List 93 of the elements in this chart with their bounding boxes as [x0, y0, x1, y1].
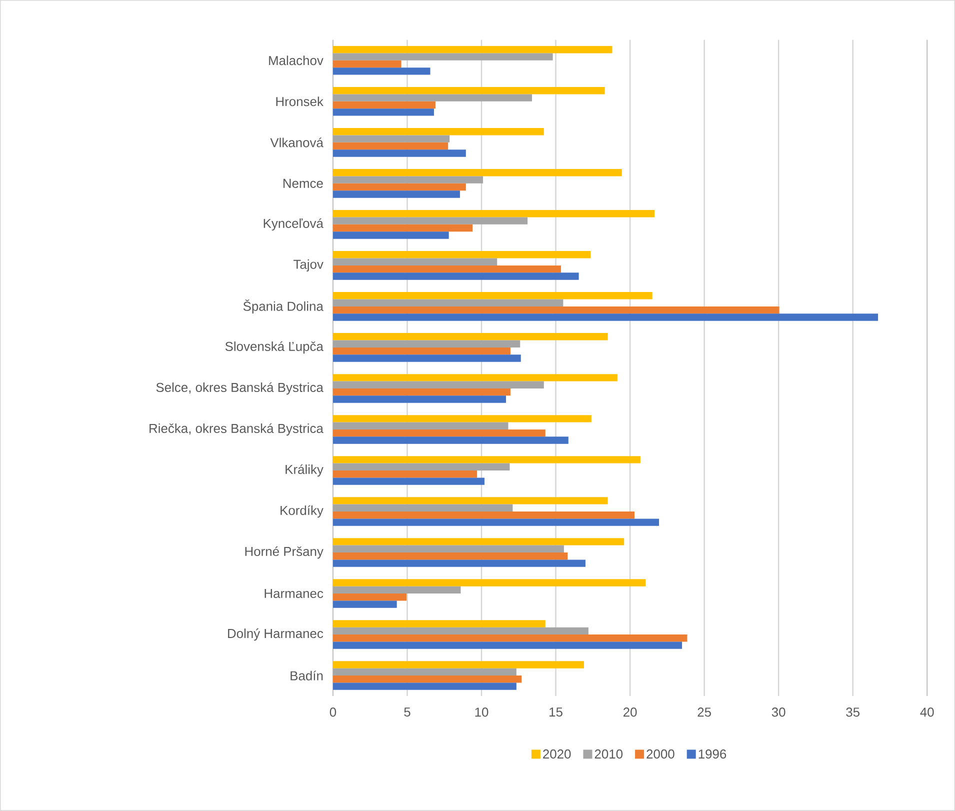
bar — [332, 340, 520, 348]
bar — [332, 600, 397, 608]
bar — [332, 258, 498, 266]
bar — [332, 429, 546, 437]
bar — [332, 463, 510, 471]
y-tick-label: Tajov — [294, 259, 324, 272]
x-tick-label: 10 — [475, 708, 488, 717]
bar — [332, 470, 478, 478]
bar — [332, 388, 510, 396]
y-tick-label: Špania Dolina — [243, 299, 324, 314]
legend-label: 2020 — [543, 749, 571, 759]
y-tick-label: Horné Pršany — [245, 546, 324, 559]
bar — [332, 354, 521, 362]
bar — [332, 190, 460, 198]
bar — [332, 142, 448, 150]
bar — [332, 634, 688, 642]
legend-label: 1996 — [698, 749, 726, 759]
bar — [332, 299, 564, 306]
bar — [332, 135, 450, 142]
bar — [332, 579, 646, 586]
bar — [332, 396, 506, 403]
y-tick-label: Nemce — [283, 178, 323, 188]
bar — [332, 594, 406, 601]
bar — [332, 538, 624, 546]
y-tick-label: Kordíky — [280, 505, 324, 518]
bar — [332, 620, 546, 628]
bar — [332, 60, 402, 68]
bar — [332, 627, 588, 635]
bar — [332, 68, 430, 75]
bar — [332, 183, 466, 191]
y-tick-label: Selce, okres Banská Bystrica — [156, 382, 324, 395]
bar — [332, 676, 522, 683]
x-tick-label: 35 — [846, 708, 860, 717]
bar — [332, 668, 516, 676]
bar — [332, 347, 510, 355]
y-tick-label: Slovenská Ľupča — [225, 341, 324, 354]
bar — [332, 94, 532, 102]
legend-label: 2000 — [646, 749, 674, 759]
y-tick-label: Hronsek — [276, 96, 324, 106]
bar — [332, 314, 878, 321]
bar — [332, 545, 564, 553]
bar — [332, 169, 622, 176]
bar — [332, 381, 544, 388]
x-tick-label: 5 — [404, 708, 410, 717]
bar — [332, 306, 780, 314]
bar — [332, 108, 434, 116]
x-tick-label: 15 — [550, 708, 562, 717]
bar — [332, 586, 461, 594]
bar — [332, 292, 652, 300]
y-tick-label: Dolný Harmanec — [228, 628, 324, 641]
bar — [332, 265, 561, 273]
y-tick-label: Kynceľová — [264, 218, 324, 231]
bar — [332, 217, 528, 224]
bar — [332, 661, 584, 668]
bar — [332, 478, 484, 485]
bar — [332, 456, 640, 464]
bar — [332, 224, 473, 232]
bar — [332, 682, 516, 690]
bar — [332, 101, 436, 109]
bar — [332, 53, 553, 60]
bar — [332, 333, 608, 340]
bar — [332, 504, 513, 512]
bar — [332, 642, 682, 649]
bar — [332, 176, 483, 184]
x-tick-label: 25 — [698, 708, 711, 717]
x-tick-label: 40 — [920, 708, 934, 717]
y-tick-label: Badín — [290, 670, 323, 680]
y-tick-label: Riečka, okres Banská Bystrica — [150, 423, 324, 436]
bar — [332, 150, 466, 157]
x-tick-label: 30 — [772, 708, 786, 717]
y-tick-label: Králiky — [286, 464, 324, 477]
bar — [332, 374, 618, 382]
x-tick-label: 0 — [330, 708, 336, 717]
bar — [332, 512, 634, 519]
y-tick-label: Malachov — [269, 56, 324, 66]
bar — [332, 210, 655, 218]
bar — [332, 552, 568, 560]
bar — [332, 497, 608, 504]
bar — [332, 436, 568, 444]
legend-label: 2010 — [594, 749, 623, 759]
y-tick-label: Vlkanová — [270, 138, 324, 148]
bar — [332, 415, 592, 422]
y-tick-label: Harmanec — [264, 589, 324, 598]
bar — [332, 87, 605, 94]
bar — [332, 518, 659, 526]
bar — [332, 272, 579, 280]
bar — [332, 560, 586, 567]
x-tick-label: 20 — [623, 708, 637, 717]
bar — [332, 232, 449, 239]
bar — [332, 251, 591, 258]
bar — [332, 128, 544, 136]
bar — [332, 422, 508, 430]
bar — [332, 46, 612, 54]
